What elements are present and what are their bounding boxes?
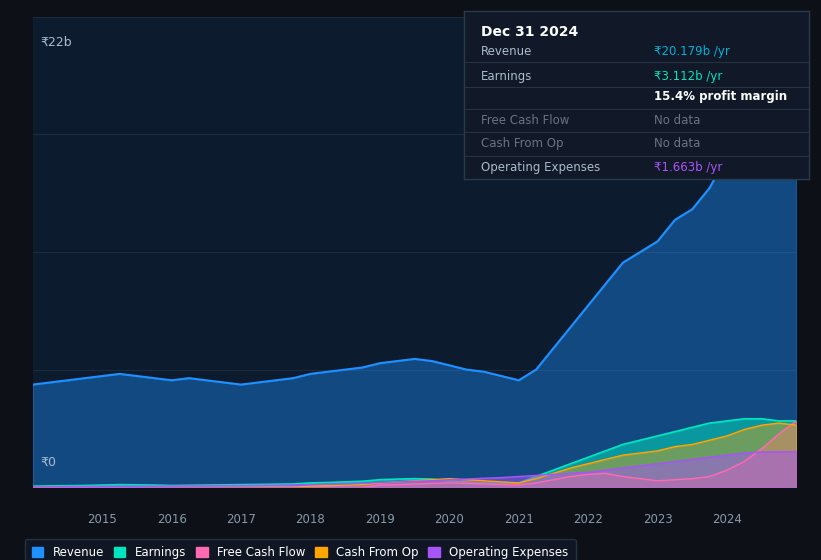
Text: No data: No data — [654, 137, 699, 151]
Text: 2018: 2018 — [296, 513, 325, 526]
Text: 2015: 2015 — [87, 513, 117, 526]
Text: No data: No data — [654, 114, 699, 127]
Text: 2023: 2023 — [643, 513, 672, 526]
Text: ₹0: ₹0 — [40, 455, 57, 468]
Legend: Revenue, Earnings, Free Cash Flow, Cash From Op, Operating Expenses: Revenue, Earnings, Free Cash Flow, Cash … — [25, 539, 576, 560]
Text: 2021: 2021 — [504, 513, 534, 526]
Text: ₹22b: ₹22b — [40, 36, 72, 49]
Text: 2017: 2017 — [226, 513, 256, 526]
Text: 2022: 2022 — [573, 513, 603, 526]
Text: 2020: 2020 — [434, 513, 464, 526]
Text: ₹3.112b /yr: ₹3.112b /yr — [654, 70, 722, 83]
Text: Revenue: Revenue — [481, 45, 533, 58]
Text: 2024: 2024 — [712, 513, 742, 526]
Text: Dec 31 2024: Dec 31 2024 — [481, 25, 578, 39]
Text: 15.4% profit margin: 15.4% profit margin — [654, 90, 787, 104]
Text: ₹20.179b /yr: ₹20.179b /yr — [654, 45, 729, 58]
Text: Earnings: Earnings — [481, 70, 533, 83]
Text: 2016: 2016 — [157, 513, 186, 526]
Text: ₹1.663b /yr: ₹1.663b /yr — [654, 161, 722, 174]
Text: 2019: 2019 — [365, 513, 395, 526]
Text: Operating Expenses: Operating Expenses — [481, 161, 600, 174]
Text: Free Cash Flow: Free Cash Flow — [481, 114, 570, 127]
Text: Cash From Op: Cash From Op — [481, 137, 563, 151]
